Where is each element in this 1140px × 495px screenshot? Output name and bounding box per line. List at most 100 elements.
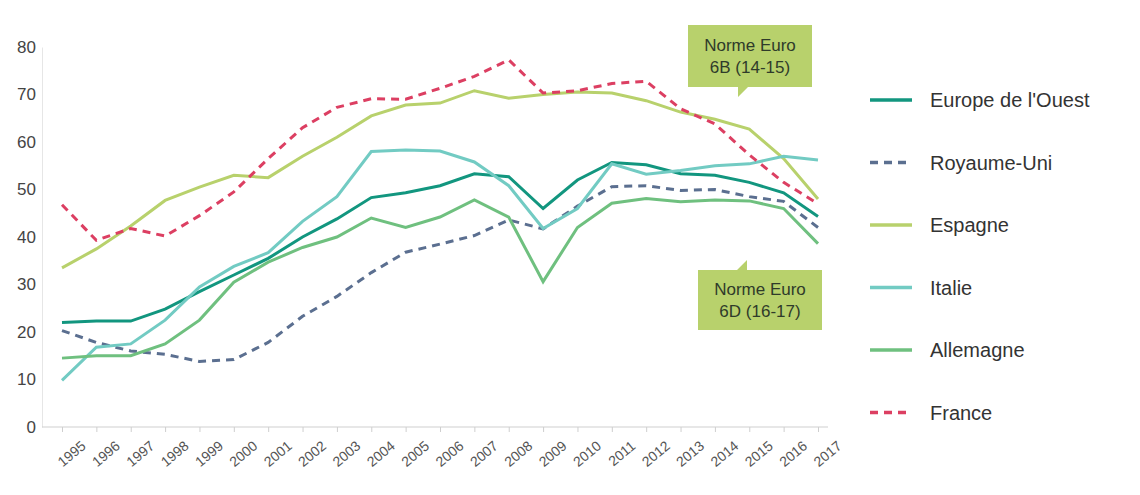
x-tick-label: 2017 <box>810 437 844 469</box>
annotation-box <box>688 25 812 97</box>
x-tick-label: 2006 <box>432 437 466 469</box>
annotation-text: 6B (14-15) <box>710 58 790 77</box>
y-tick: 50 <box>17 180 42 199</box>
x-tick: 2011 <box>605 427 639 469</box>
x-tick-mark <box>818 427 819 432</box>
chart: 0102030405060708019951996199719981999200… <box>0 0 1140 495</box>
annotation-text: 6D (16-17) <box>719 302 800 321</box>
y-tick: 60 <box>17 133 42 152</box>
x-tick-mark <box>96 427 97 432</box>
annotations: Norme Euro 6B (14-15) Norme Euro 6D (16-17) <box>688 25 822 330</box>
legend-item: France <box>870 402 992 424</box>
y-tick: 10 <box>17 370 42 389</box>
y-tick-label: 50 <box>17 180 36 199</box>
x-tick-mark <box>303 427 304 432</box>
x-tick-mark <box>612 427 613 432</box>
y-tick-label: 30 <box>17 275 36 294</box>
legend-item: Espagne <box>870 214 1009 236</box>
x-tick-mark <box>543 427 544 432</box>
series-line <box>62 150 818 380</box>
series-lines <box>62 60 818 381</box>
y-axis: 0 10 20 30 40 50 60 70 80 <box>17 38 42 437</box>
x-tick-label: 2000 <box>226 437 260 469</box>
x-tick-label: 2008 <box>501 437 535 469</box>
x-tick: 1997 <box>123 427 157 470</box>
x-tick-mark <box>234 427 235 432</box>
x-tick-mark <box>784 427 785 432</box>
legend-label: Allemagne <box>930 339 1025 361</box>
x-tick-label: 2004 <box>364 437 398 469</box>
x-tick: 2016 <box>776 427 810 470</box>
x-tick: 2012 <box>639 427 673 470</box>
x-tick-label: 1999 <box>192 437 226 469</box>
x-tick: 2008 <box>501 427 535 470</box>
annotation: Norme Euro 6D (16-17) <box>698 260 822 330</box>
x-tick-label: 1997 <box>123 437 157 469</box>
legend-item: Royaume-Uni <box>870 152 1052 174</box>
y-tick-label: 20 <box>17 323 36 342</box>
legend-item: Europe de l'Ouest <box>870 89 1090 111</box>
x-tick: 2002 <box>295 427 329 470</box>
legend-swatch <box>870 223 912 227</box>
x-tick-mark <box>509 427 510 432</box>
x-tick-mark <box>749 427 750 432</box>
x-tick: 2006 <box>432 427 466 470</box>
y-tick-label: 10 <box>17 370 36 389</box>
x-tick: 2004 <box>364 427 398 470</box>
x-tick-mark <box>715 427 716 432</box>
x-tick-label: 2014 <box>707 437 741 469</box>
annotation-box <box>698 260 822 330</box>
x-tick-label: 1998 <box>158 437 192 469</box>
x-tick-mark <box>165 427 166 432</box>
legend-swatch <box>870 411 912 415</box>
y-tick-label: 60 <box>17 133 36 152</box>
x-tick: 2007 <box>467 427 501 470</box>
annotation-text: Norme Euro <box>714 280 806 299</box>
legend-item: Italie <box>870 277 972 299</box>
x-tick-mark <box>268 427 269 432</box>
y-tick: 40 <box>17 228 42 247</box>
legend-swatch <box>870 161 912 165</box>
annotation-text: Norme Euro <box>704 36 796 55</box>
x-tick-label: 1996 <box>89 437 123 469</box>
legend-swatch <box>870 348 912 352</box>
x-tick-mark <box>646 427 647 432</box>
x-tick: 2001 <box>261 427 295 470</box>
series-line <box>62 91 818 268</box>
y-tick: 80 <box>17 38 42 57</box>
x-tick: 1995 <box>54 427 88 470</box>
x-tick: 2014 <box>707 427 741 470</box>
legend: Europe de l'Ouest Royaume-Uni Espagne Itali… <box>870 89 1090 424</box>
x-tick-mark <box>62 427 63 432</box>
y-tick-label: 40 <box>17 228 36 247</box>
x-tick-mark <box>371 427 372 432</box>
y-axis-line <box>42 48 43 428</box>
x-tick-label: 2002 <box>295 437 329 469</box>
x-tick-label: 2010 <box>570 437 604 469</box>
x-tick-label: 2005 <box>398 437 432 469</box>
x-tick-label: 2009 <box>536 437 570 469</box>
y-tick: 70 <box>17 85 42 104</box>
x-tick-mark <box>577 427 578 432</box>
x-tick: 1999 <box>192 427 226 470</box>
x-tick: 2017 <box>810 427 844 470</box>
legend-label: Europe de l'Ouest <box>930 89 1090 111</box>
x-tick-label: 2012 <box>639 437 673 469</box>
legend-swatch <box>870 286 912 290</box>
x-tick-mark <box>681 427 682 432</box>
y-tick-label: 0 <box>27 418 36 437</box>
x-tick-label: 2011 <box>605 437 639 469</box>
y-tick: 30 <box>17 275 42 294</box>
x-tick-label: 2015 <box>742 437 776 469</box>
x-tick-mark <box>199 427 200 432</box>
x-tick: 2000 <box>226 427 260 470</box>
x-tick-label: 2016 <box>776 437 810 469</box>
x-tick-mark <box>131 427 132 432</box>
x-tick: 2005 <box>398 427 432 470</box>
x-axis: 1995199619971998199920002001200220032004… <box>42 427 845 470</box>
x-tick-mark <box>337 427 338 432</box>
legend-label: Royaume-Uni <box>930 152 1052 174</box>
x-tick-label: 2007 <box>467 437 501 469</box>
y-tick: 0 <box>27 418 42 437</box>
x-tick: 2013 <box>673 427 707 470</box>
